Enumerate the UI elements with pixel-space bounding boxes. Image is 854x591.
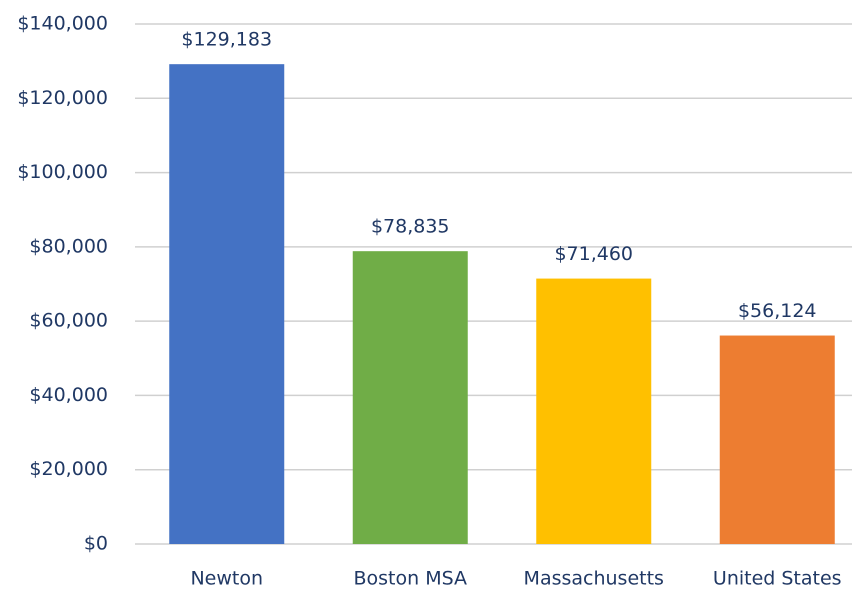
bar [169,64,285,544]
bar [719,335,835,544]
data-label: $129,183 [181,29,272,51]
y-tick-label: $80,000 [29,235,108,257]
y-tick-label: $140,000 [17,13,108,35]
y-tick-label: $60,000 [29,310,108,332]
bar [536,278,652,544]
y-tick-label: $100,000 [17,161,108,183]
y-tick-label: $120,000 [17,87,108,109]
x-tick-label: United States [713,568,842,590]
y-tick-label: $40,000 [29,384,108,406]
data-label: $71,460 [554,243,633,265]
data-label: $78,835 [371,216,450,238]
data-label: $56,124 [738,300,817,322]
x-tick-label: Boston MSA [353,568,467,590]
y-tick-label: $20,000 [29,458,108,480]
y-tick-label: $0 [84,533,108,555]
x-tick-label: Massachusetts [524,568,664,590]
bar [352,251,468,545]
x-tick-label: Newton [190,568,263,590]
